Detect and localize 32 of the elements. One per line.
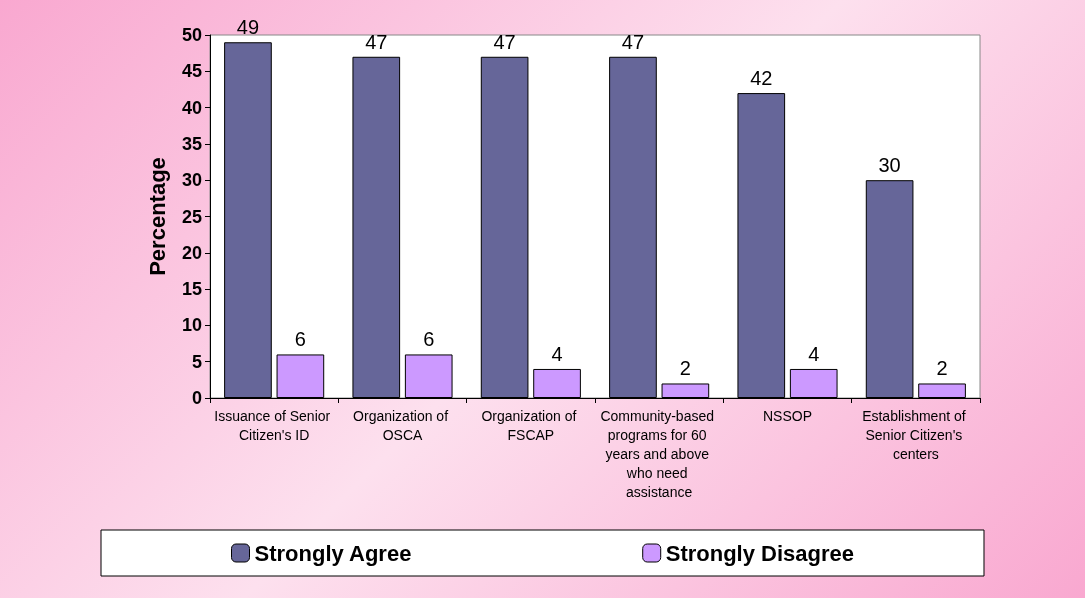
data-label: 47 — [621, 30, 645, 53]
x-tick-label: Establishment of Senior Citizen's centers — [862, 407, 970, 462]
x-tick-label: Organization of FSCAP — [481, 407, 581, 443]
x-tick-label: Issuance of Senior Citizen's ID — [214, 407, 335, 443]
data-label: 49 — [236, 16, 260, 39]
y-tick-label: 40 — [181, 97, 202, 118]
y-tick-label: 35 — [181, 133, 202, 154]
y-tick-label: 30 — [181, 170, 202, 191]
x-tick-label: NSSOP — [762, 407, 813, 424]
data-label: 4 — [551, 342, 563, 365]
data-label: 47 — [365, 30, 388, 53]
data-label: 2 — [936, 357, 948, 380]
y-tick-label: 25 — [181, 206, 202, 227]
y-tick-label: 45 — [181, 61, 202, 82]
legend-label: Strongly Agree — [254, 540, 412, 566]
y-tick-label: 20 — [181, 242, 202, 263]
data-label: 6 — [294, 328, 306, 351]
y-tick-label: 50 — [181, 25, 202, 45]
y-tick-label: 10 — [181, 315, 202, 336]
legend-label: Strongly Disagree — [665, 540, 854, 566]
data-label: 42 — [750, 67, 773, 90]
data-label: 30 — [878, 154, 901, 177]
x-tick-label: Community-based programs for 60 years and above who need assistance — [600, 407, 718, 500]
y-axis-title: Percentage — [144, 157, 170, 276]
data-label: 4 — [808, 342, 820, 365]
data-label: 6 — [423, 328, 435, 351]
data-label: 2 — [679, 357, 691, 380]
data-label: 47 — [493, 30, 516, 53]
y-tick-label: 0 — [191, 388, 202, 408]
y-tick-label: 15 — [181, 279, 202, 300]
x-tick-label: Organization of OSCA — [353, 407, 452, 443]
y-tick-label: 5 — [191, 351, 202, 372]
